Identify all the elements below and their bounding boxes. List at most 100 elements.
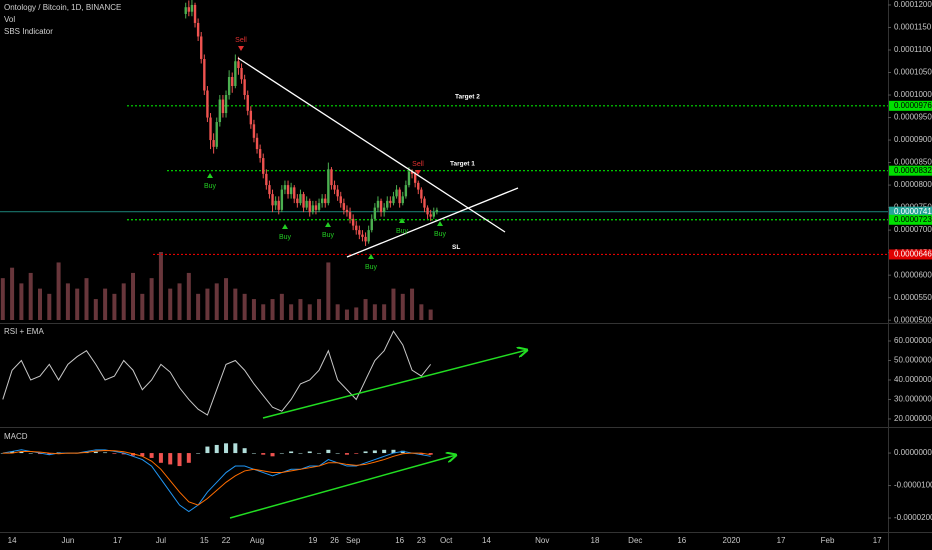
histogram-bar [391, 449, 396, 454]
volume-bar [289, 304, 294, 320]
y-tick-label: 0.0000600 [894, 270, 932, 279]
candle-body [296, 198, 299, 204]
volume-bar [335, 304, 340, 320]
signal-label: Buy [396, 228, 409, 235]
candle-body [355, 225, 358, 231]
y-tick-label: 0.0000550 [894, 293, 932, 302]
histogram-bar [131, 453, 136, 456]
candle-body [373, 207, 377, 219]
histogram-bar [0, 453, 5, 454]
histogram-bar [10, 451, 15, 454]
histogram-bar [196, 453, 201, 454]
x-tick-label: 14 [8, 536, 17, 545]
volume-bar [410, 288, 415, 320]
candle-body [249, 110, 253, 125]
volume-bar [317, 299, 322, 320]
histogram-bar [233, 443, 238, 454]
y-tick-label: 0.0000950 [894, 113, 932, 122]
histogram-bar [93, 451, 98, 454]
volume-bar [65, 283, 70, 320]
histogram-bar [428, 453, 433, 455]
y-tick-label: 0.0001050 [894, 68, 932, 77]
candle-body [392, 196, 395, 204]
y-tick-label: 0.0000850 [894, 158, 932, 167]
candle-body [268, 185, 271, 195]
candle-body [274, 200, 277, 206]
volume-bar [158, 252, 163, 320]
level-name: Target 1 [450, 160, 475, 167]
candle-body [320, 198, 324, 204]
candle-body [376, 200, 380, 208]
histogram-bar [103, 452, 108, 454]
candle-body [299, 194, 302, 204]
y-tick-label: 0.0001000 [894, 90, 932, 99]
level-price-label: 0.0000646 [894, 250, 932, 259]
candle-body [218, 99, 222, 123]
candle-body [255, 137, 259, 150]
histogram-bar [317, 453, 322, 454]
histogram-bar [279, 453, 284, 454]
volume-bar [47, 293, 52, 320]
level-price-box [889, 214, 932, 225]
volume-bar [149, 278, 154, 320]
candle-body [265, 173, 268, 186]
level-price-label: 0.0000976 [894, 101, 932, 110]
volume-bar [37, 288, 42, 320]
plot-layer [0, 0, 888, 513]
candle-body [382, 207, 386, 213]
signal-arrow [415, 170, 421, 175]
level-price-label: 0.0000832 [894, 166, 932, 175]
rsi-line [2, 330, 432, 416]
candle-body [262, 158, 265, 174]
x-tick-label: 15 [200, 536, 209, 545]
x-tick-label: Feb [821, 536, 835, 545]
candle-body [237, 61, 240, 69]
signal-label: Sell [412, 161, 424, 168]
volume-bar [121, 283, 126, 320]
signal-label: Buy [434, 231, 447, 238]
candle-body [314, 205, 318, 210]
candle-body [286, 185, 290, 195]
candle-body [339, 196, 342, 204]
signal-label: Buy [365, 264, 378, 271]
histogram-bar [28, 453, 33, 454]
volume-bar [363, 299, 368, 320]
candle-body [243, 79, 246, 96]
level-price-box [889, 100, 932, 111]
volume-bar [419, 304, 424, 320]
volume-bar [56, 262, 61, 320]
macd-title: MACD [4, 432, 28, 441]
candle-body [234, 61, 237, 87]
candle-body [190, 4, 194, 12]
candle-body [200, 36, 203, 59]
candle-body [432, 212, 435, 217]
candle-body [206, 90, 209, 118]
volume-bar [214, 283, 219, 320]
candle-body [404, 185, 408, 197]
signal-label: Buy [279, 234, 292, 241]
candle-body [271, 194, 274, 206]
level-price-label: 0.0000741 [894, 207, 932, 216]
candle-body [283, 185, 287, 190]
histogram-bar [289, 451, 294, 454]
histogram-bar [242, 448, 247, 454]
y-tick-label: 20.0000000 [894, 414, 932, 423]
x-tick-label: 26 [330, 536, 339, 545]
candle-body [277, 200, 280, 210]
histogram-bar [419, 453, 424, 455]
x-tick-label: 2020 [723, 536, 741, 545]
histogram-bar [140, 453, 145, 457]
volume-bar [19, 283, 24, 320]
trendline [346, 187, 519, 258]
signal-label: Sell [235, 37, 247, 44]
candle-body [386, 200, 389, 208]
candle-body [435, 209, 439, 213]
signal-arrow [399, 218, 405, 223]
candle-body [231, 77, 234, 87]
histogram-bar [112, 453, 117, 454]
candle-body [212, 140, 215, 147]
candle-body [327, 169, 330, 204]
rsi-title: RSI + EMA [4, 327, 44, 336]
y-tick-label: 0.0001200 [894, 0, 932, 9]
